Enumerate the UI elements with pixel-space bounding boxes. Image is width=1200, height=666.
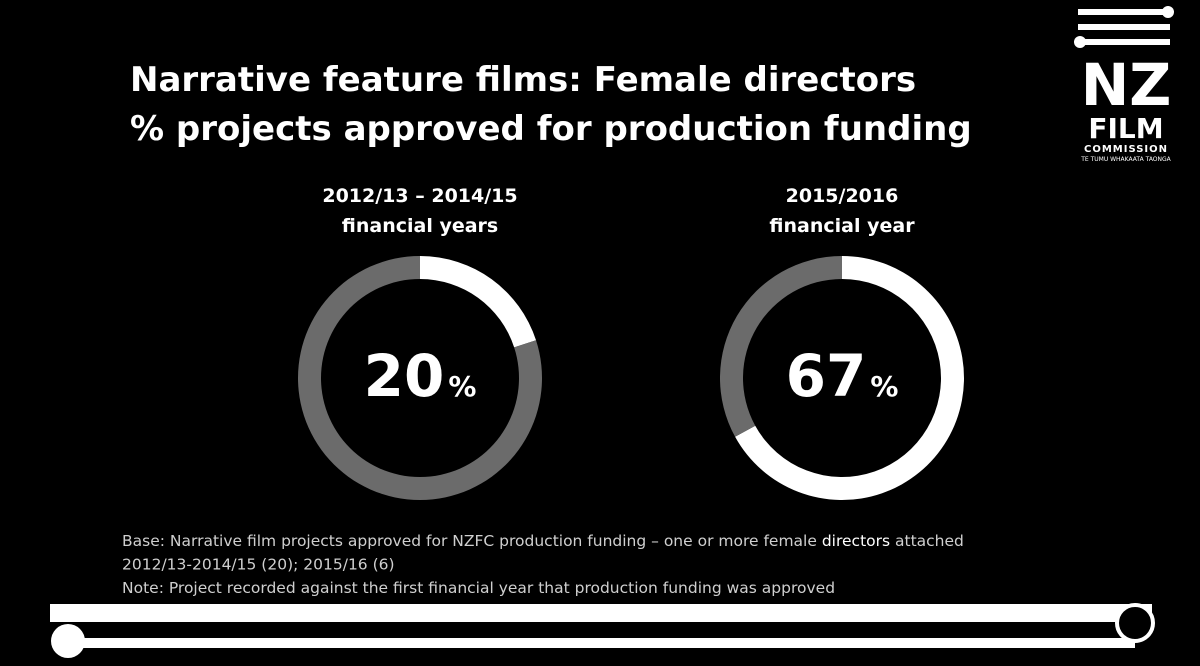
logo-sub: COMMISSION — [1084, 144, 1168, 155]
note: Base: Narrative film projects approved f… — [122, 532, 964, 550]
logo-tagline: TE TUMU WHAKAATA TAONGA — [1080, 156, 1171, 163]
logo-stripes — [1078, 9, 1170, 45]
logo-name: FILM — [1088, 112, 1163, 145]
note: Note: Project recorded against the first… — [122, 579, 835, 597]
center-value: 67 — [786, 342, 867, 410]
note-part: Note: Project recorded against the first… — [122, 579, 835, 597]
logo: NZ FILM COMMISSION TE TUMU WHAKAATA TAON… — [1074, 6, 1174, 163]
center-unit: % — [870, 370, 898, 403]
donut-chart: 2012/13 – 2014/15 financial years 20% — [297, 185, 542, 500]
center-unit: % — [448, 370, 476, 403]
chart-subtitle: financial years — [342, 215, 498, 237]
center-label: 20% — [364, 342, 477, 410]
note-part: attached — [890, 532, 964, 550]
footer-knob — [51, 624, 85, 658]
chart-subtitle: financial year — [769, 215, 915, 237]
note: 2012/13-2014/15 (20); 2015/16 (6) — [122, 556, 395, 574]
notes: Base: Narrative film projects approved f… — [122, 532, 964, 597]
logo-mark: NZ — [1081, 51, 1172, 119]
donut-segment — [420, 256, 537, 348]
footer-knob — [1115, 603, 1155, 643]
footer-bar — [50, 604, 1152, 622]
logo-dot — [1162, 6, 1174, 18]
center-value: 20 — [364, 342, 445, 410]
note-part: directors — [822, 532, 890, 550]
chart-subtitle: 2012/13 – 2014/15 — [322, 185, 517, 207]
logo-dot — [1074, 36, 1086, 48]
chart-subtitle: 2015/2016 — [786, 185, 899, 207]
footer-decoration — [50, 603, 1155, 658]
donut-segment — [720, 256, 842, 437]
center-label: 67% — [786, 342, 899, 410]
note-part: Base: Narrative film projects approved f… — [122, 532, 822, 550]
title-line: % projects approved for production fundi… — [130, 109, 972, 149]
note-part: 2012/13-2014/15 (20); 2015/16 (6) — [122, 556, 395, 574]
title-line: Narrative feature films: Female director… — [130, 60, 916, 100]
donut-chart: 2015/2016 financial year 67% — [720, 185, 964, 500]
